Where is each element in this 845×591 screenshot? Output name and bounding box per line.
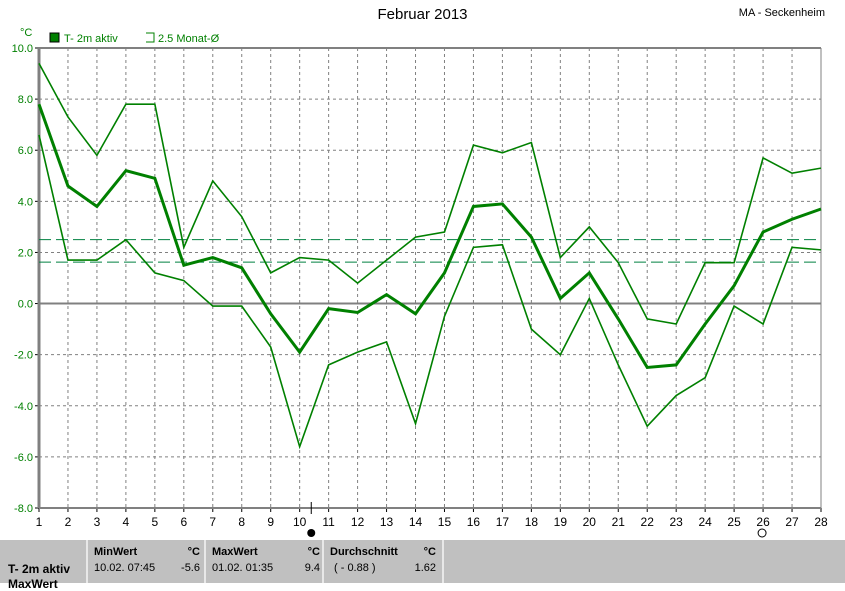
x-tick-label: 2	[65, 515, 72, 529]
avg-label: Durchschnitt	[330, 546, 398, 558]
y-tick-label: -4.0	[14, 401, 33, 413]
x-tick-label: 27	[785, 515, 799, 529]
x-tick-label: 22	[641, 515, 655, 529]
x-tick-label: 9	[267, 515, 274, 529]
x-tick-label: 24	[698, 515, 712, 529]
chart-title: Februar 2013	[377, 6, 468, 23]
x-tick-label: 5	[152, 515, 159, 529]
min-value: -5.6	[181, 562, 200, 574]
x-tick-label: 12	[351, 515, 365, 529]
x-tick-label: 21	[612, 515, 626, 529]
legend-swatch-empty	[146, 32, 155, 43]
row-label: T- 2m aktiv	[8, 562, 71, 576]
y-tick-label: 8.0	[18, 94, 33, 106]
avg-value: 1.62	[414, 562, 436, 574]
temperature-chart: °C T- 2m aktiv 2.5 Monat-Ø 1 2 3 4 5 6 7 8 9 10 11…	[12, 27, 828, 538]
x-tick-label: 11	[322, 515, 335, 529]
legend-label[interactable]: T- 2m aktiv	[64, 33, 118, 45]
x-tick-label: 23	[670, 515, 684, 529]
y-tick-label: -8.0	[14, 503, 33, 515]
y-tick-label: 0.0	[18, 299, 33, 311]
x-tick-label: 20	[583, 515, 597, 529]
y-tick-label: 4.0	[18, 196, 33, 208]
stats-panel: T- 2m aktiv MaxWert MinWert °C 10.02. 07…	[0, 540, 845, 591]
unit: °C	[307, 546, 320, 558]
x-tick-label: 25	[727, 515, 741, 529]
y-unit: °C	[20, 27, 32, 39]
min-label: MinWert	[94, 546, 138, 558]
x-tick-label: 17	[496, 515, 510, 529]
unit: °C	[423, 546, 436, 558]
y-tick-label: -6.0	[14, 452, 33, 464]
avg-deviation: ( - 0.88 )	[334, 562, 376, 574]
x-tick-label: 10	[293, 515, 307, 529]
y-tick-label: -2.0	[14, 350, 33, 362]
cursor-dot	[307, 529, 316, 537]
x-tick-label: 13	[380, 515, 394, 529]
y-tick-label: 10.0	[12, 43, 33, 55]
min-cell: MinWert °C 10.02. 07:45 -5.6	[86, 540, 206, 583]
row-label: MaxWert	[8, 577, 58, 591]
series-line-max	[38, 62, 822, 325]
max-time: 01.02. 01:35	[212, 562, 274, 574]
x-tick-label: 6	[180, 515, 187, 529]
x-tick-label: 26	[756, 515, 770, 529]
x-tick-label: 28	[814, 515, 828, 529]
avg-cell: Durchschnitt °C ( - 0.88 ) 1.62	[322, 540, 444, 583]
x-tick-label: 8	[238, 515, 245, 529]
legend-swatch-filled	[49, 32, 60, 43]
x-tick-label: 3	[94, 515, 101, 529]
series-line-min	[38, 134, 822, 450]
station-name: MA - Seckenheim	[738, 7, 825, 19]
x-tick-label: 18	[525, 515, 539, 529]
max-cell: MaxWert °C 01.02. 01:35 9.4	[204, 540, 324, 583]
y-tick-label: 2.0	[18, 247, 33, 259]
max-value: 9.4	[304, 562, 320, 574]
x-tick-label: 16	[467, 515, 481, 529]
x-tick-label: 1	[36, 515, 43, 529]
unit: °C	[187, 546, 200, 558]
x-tick-label: 19	[554, 515, 568, 529]
legend-label[interactable]: 2.5 Monat-Ø	[158, 33, 220, 45]
x-tick-label: 15	[438, 515, 452, 529]
series-line-mean	[37, 103, 822, 370]
y-tick-label: 6.0	[18, 145, 33, 157]
x-tick-label: 7	[209, 515, 216, 529]
x-tick-label: 14	[409, 515, 423, 529]
min-time: 10.02. 07:45	[94, 562, 156, 574]
max-label: MaxWert	[212, 546, 258, 558]
x-tick-label: 4	[123, 515, 130, 529]
marker-circle	[757, 528, 767, 538]
